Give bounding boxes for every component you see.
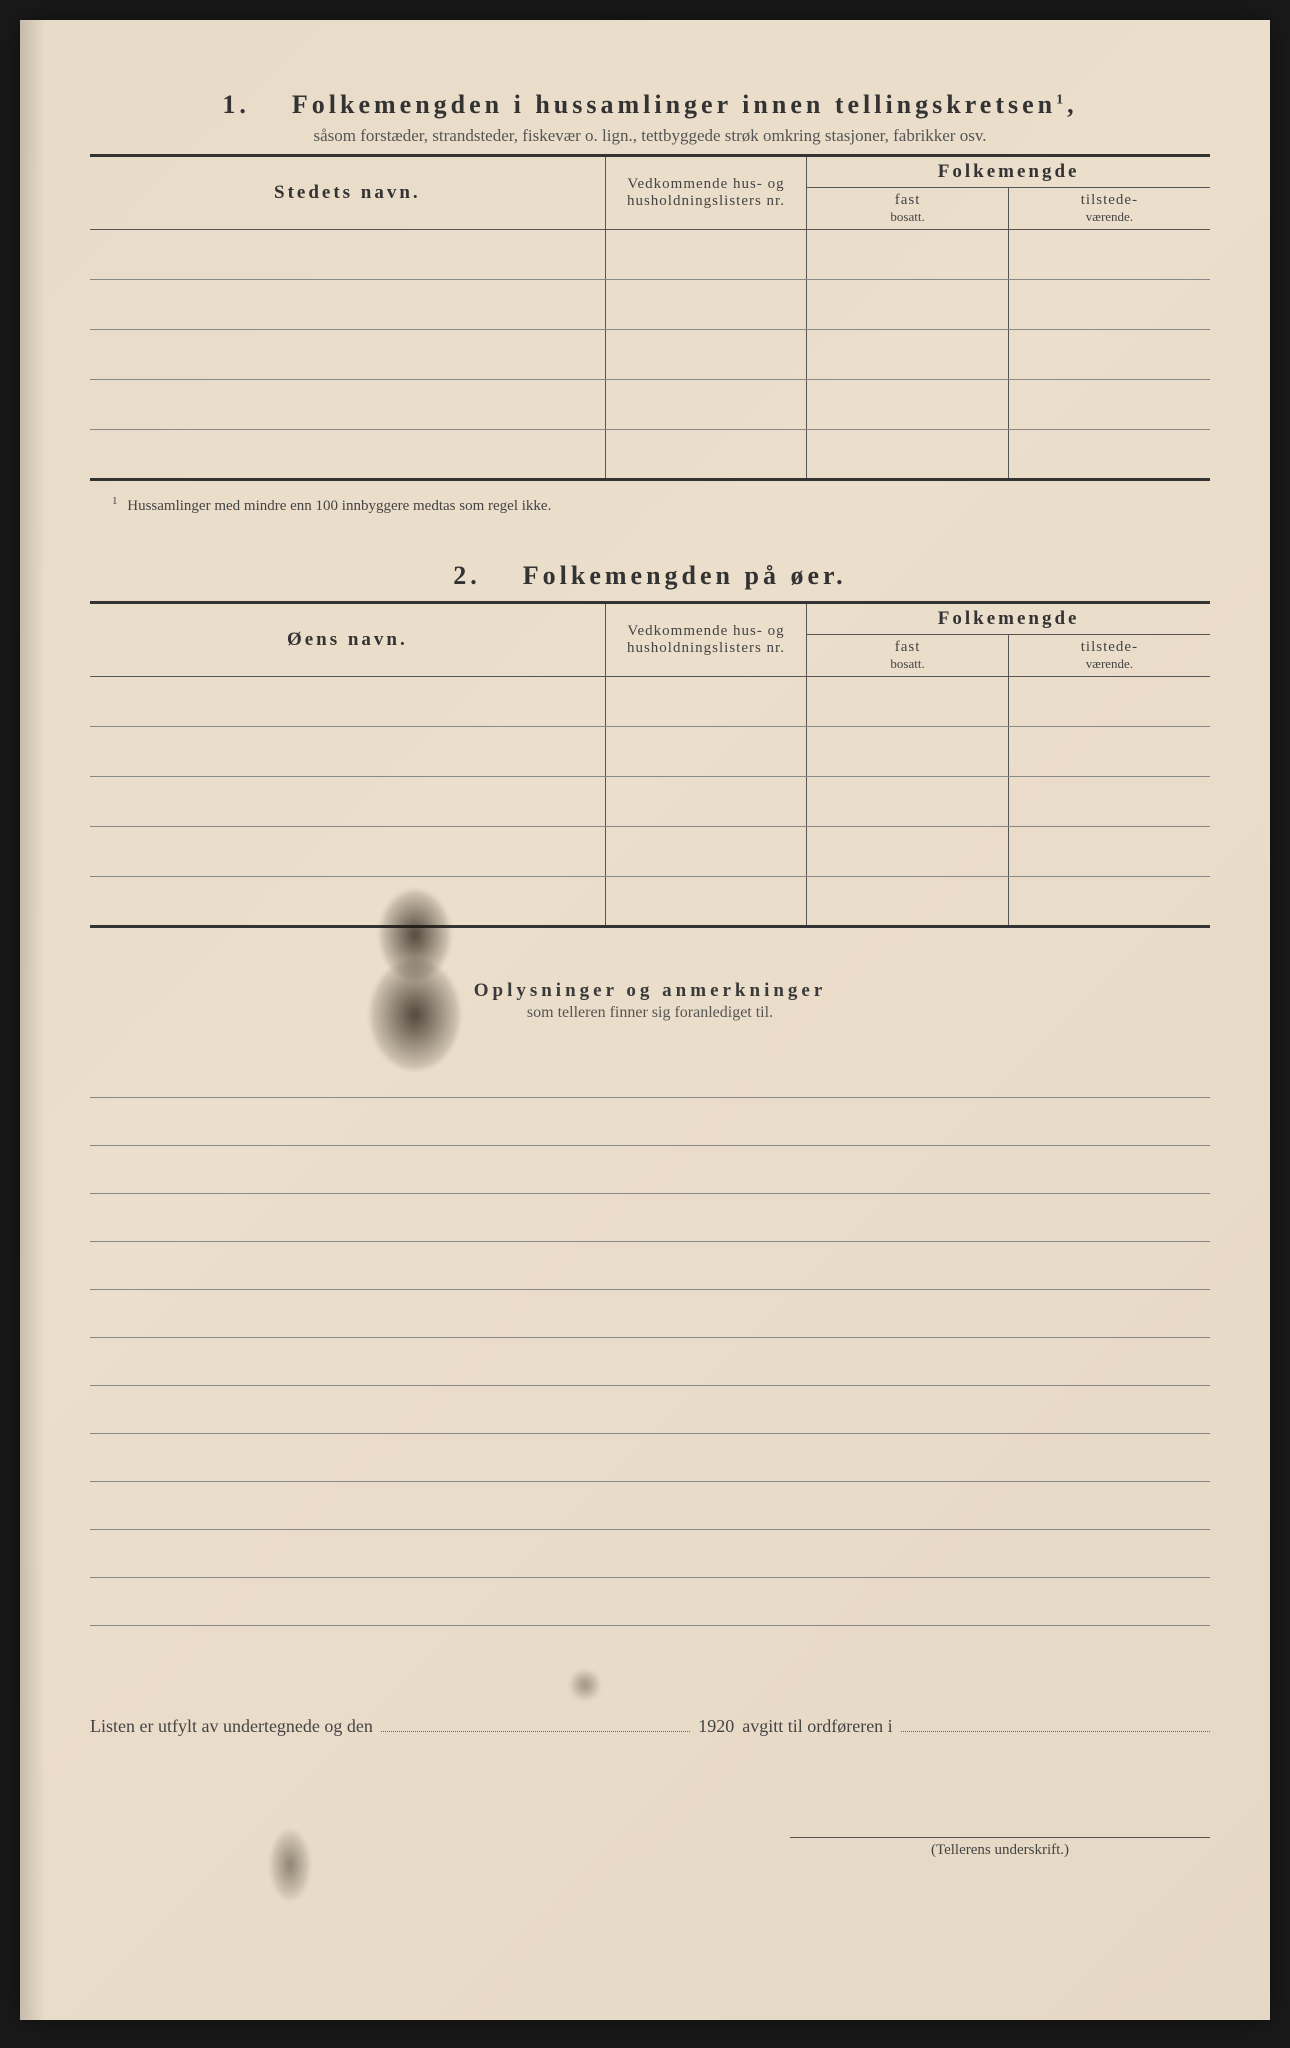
section2-table: Øens navn. Vedkommende hus- og husholdni… bbox=[90, 601, 1210, 928]
ink-blot bbox=[270, 1830, 310, 1900]
section1-title-text: Folkemengden i hussamlinger innen tellin… bbox=[292, 90, 1056, 119]
municipality-blank bbox=[901, 1718, 1210, 1732]
remarks-line bbox=[90, 1146, 1210, 1194]
section1-footnote: 1 Hussamlinger med mindre enn 100 innbyg… bbox=[90, 495, 1210, 515]
table-row bbox=[90, 430, 1210, 480]
bottom-year: 1920 bbox=[698, 1716, 734, 1737]
date-blank bbox=[381, 1718, 690, 1732]
remarks-ruled-lines bbox=[90, 1050, 1210, 1626]
ink-blot bbox=[570, 1670, 600, 1700]
remarks-line bbox=[90, 1386, 1210, 1434]
col-present: tilstede- værende. bbox=[1008, 188, 1210, 230]
remarks-title: Oplysninger og anmerkninger bbox=[90, 980, 1210, 1002]
completion-line: Listen er utfylt av undertegnede og den … bbox=[90, 1716, 1210, 1737]
bottom-text-left: Listen er utfylt av undertegnede og den bbox=[90, 1716, 373, 1737]
col-list-ref2: Vedkommende hus- og husholdningslisters … bbox=[605, 603, 807, 677]
census-form-page: 1. Folkemengden i hussamlinger innen tel… bbox=[20, 20, 1270, 2020]
remarks-line bbox=[90, 1194, 1210, 1242]
section1-table: Stedets navn. Vedkommende hus- og hushol… bbox=[90, 154, 1210, 481]
remarks-line bbox=[90, 1290, 1210, 1338]
table-row bbox=[90, 230, 1210, 280]
table-row bbox=[90, 280, 1210, 330]
footnote-mark: 1 bbox=[112, 495, 118, 507]
section1-superscript: 1 bbox=[1056, 92, 1067, 107]
remarks-line bbox=[90, 1338, 1210, 1386]
bottom-text-right: avgitt til ordføreren i bbox=[742, 1716, 892, 1737]
table-row bbox=[90, 827, 1210, 877]
col-present2: tilstede- værende. bbox=[1008, 635, 1210, 677]
remarks-line bbox=[90, 1482, 1210, 1530]
remarks-line bbox=[90, 1050, 1210, 1098]
col-list-ref: Vedkommende hus- og husholdningslisters … bbox=[605, 156, 807, 230]
table-row bbox=[90, 777, 1210, 827]
col-resident: fast bosatt. bbox=[807, 188, 1009, 230]
table-row bbox=[90, 877, 1210, 927]
section2-number: 2. bbox=[453, 561, 481, 590]
remarks-line bbox=[90, 1578, 1210, 1626]
signature-area: (Tellerens underskrift.) bbox=[90, 1837, 1210, 1859]
signature-label: (Tellerens underskrift.) bbox=[790, 1837, 1210, 1859]
section2-title-text: Folkemengden på øer. bbox=[523, 561, 847, 590]
section1-title: 1. Folkemengden i hussamlinger innen tel… bbox=[90, 90, 1210, 120]
col-population-group: Folkemengde bbox=[807, 156, 1210, 188]
col-resident2: fast bosatt. bbox=[807, 635, 1009, 677]
table-row bbox=[90, 380, 1210, 430]
section1-number: 1. bbox=[222, 90, 250, 119]
remarks-line bbox=[90, 1242, 1210, 1290]
footnote-text: Hussamlinger med mindre enn 100 innbygge… bbox=[127, 498, 551, 514]
remarks-line bbox=[90, 1434, 1210, 1482]
remarks-section: Oplysninger og anmerkninger som telleren… bbox=[90, 980, 1210, 1022]
table-row bbox=[90, 330, 1210, 380]
col-island-name: Øens navn. bbox=[90, 603, 605, 677]
table-row bbox=[90, 677, 1210, 727]
remarks-line bbox=[90, 1530, 1210, 1578]
section1-subtitle: såsom forstæder, strandsteder, fiskevær … bbox=[90, 126, 1210, 146]
remarks-line bbox=[90, 1098, 1210, 1146]
section2-title: 2. Folkemengden på øer. bbox=[90, 561, 1210, 591]
table-row bbox=[90, 727, 1210, 777]
ink-blot bbox=[370, 960, 460, 1070]
col-population-group2: Folkemengde bbox=[807, 603, 1210, 635]
remarks-subtitle: som telleren finner sig foranlediget til… bbox=[90, 1004, 1210, 1022]
col-place-name: Stedets navn. bbox=[90, 156, 605, 230]
